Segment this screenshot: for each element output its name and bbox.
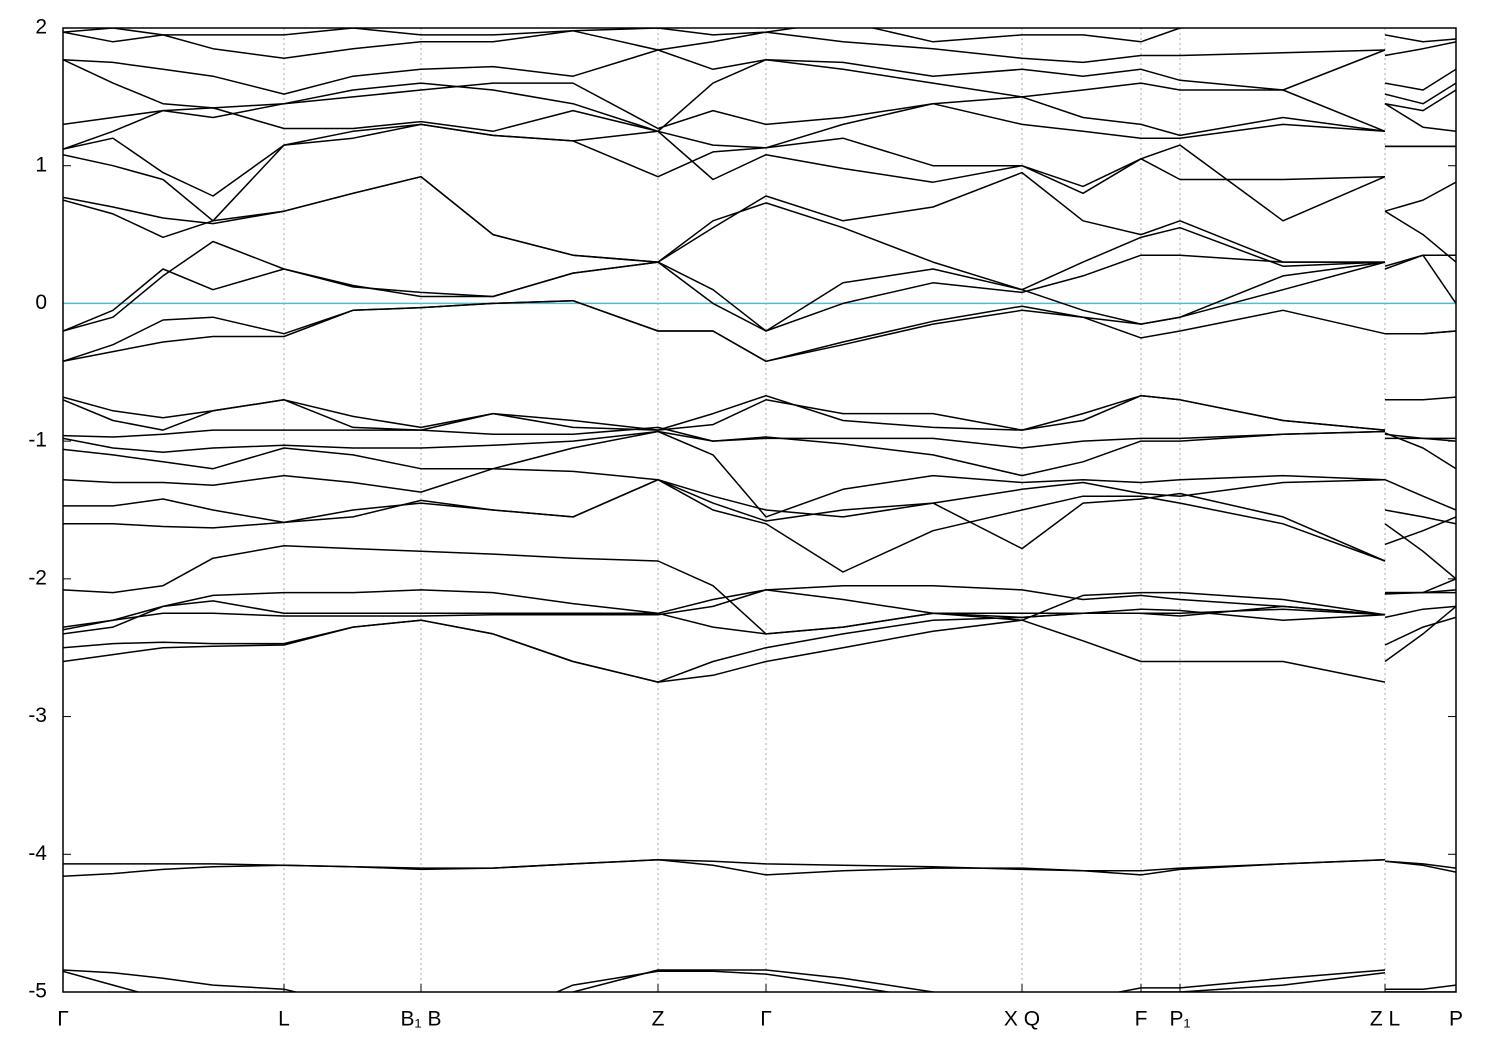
y-tick-label: 1 [35,153,47,176]
band-line [63,605,1456,683]
band-line [63,545,1456,635]
x-tick-label: Γ [760,1008,772,1031]
y-tick-label: -3 [28,704,47,727]
band-line [63,123,1456,197]
x-tick-label: X Q [1004,1008,1040,1031]
band-line [63,969,1456,992]
band-line [63,394,1456,440]
x-tick-label: Z L [1370,1008,1400,1031]
band-line [63,175,1456,291]
band-line [63,467,1456,573]
y-tick-label: -4 [28,842,47,865]
y-tick-label: 0 [35,291,47,314]
band-line [63,49,1456,95]
x-tick-label: F [1135,1008,1148,1031]
x-tick-label: Γ [57,1008,69,1031]
y-tick-label: -2 [28,566,47,589]
x-tick-label: P [1449,1008,1463,1031]
band-line [63,58,1456,133]
band-line [63,28,1456,57]
x-tick-label: B₁ B [401,1008,442,1031]
plot-frame [62,27,1457,993]
band-line [63,30,1456,64]
band-line [63,102,1456,150]
y-tick-label: -1 [28,429,47,452]
plot-area [63,28,1456,992]
x-tick-label: Z [652,1008,665,1031]
band-line [63,859,1456,872]
band-line [63,240,1456,332]
band-line [63,970,1456,992]
y-tick-label: -5 [28,980,47,1003]
x-tick-label: L [278,1008,290,1031]
band-line [63,299,1456,363]
x-tick-label: P₁ [1169,1008,1190,1031]
y-tick-label: 2 [35,16,47,39]
band-line [63,616,1456,683]
band-line [63,171,1456,263]
band-line [63,430,1456,525]
band-line [63,478,1456,580]
band-line [63,82,1456,137]
